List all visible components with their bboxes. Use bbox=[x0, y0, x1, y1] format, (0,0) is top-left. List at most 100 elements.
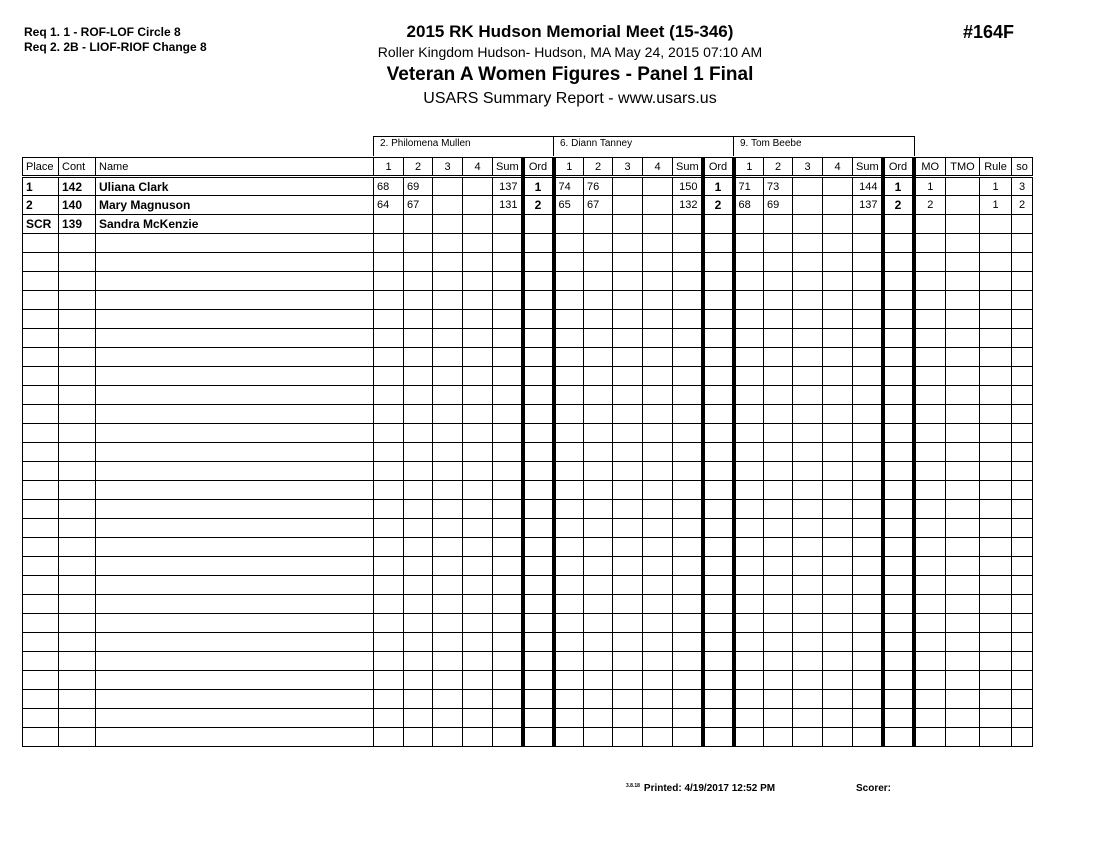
judge2-score-cell bbox=[612, 651, 643, 671]
judge1-score-cell bbox=[403, 385, 433, 405]
judge3-score-cell bbox=[763, 271, 793, 291]
cont-cell bbox=[58, 632, 96, 652]
judge2-score-cell bbox=[612, 271, 643, 291]
meet-location: Roller Kingdom Hudson- Hudson, MA May 24… bbox=[377, 44, 763, 60]
judge1-score-cell bbox=[373, 290, 404, 310]
judge3-score-cell bbox=[852, 670, 885, 690]
judge2-score-cell bbox=[583, 651, 613, 671]
judge2-score-cell bbox=[553, 480, 584, 500]
name-cell: Mary Magnuson bbox=[95, 195, 374, 215]
judge3-score-cell bbox=[822, 461, 853, 481]
judge2-score-cell bbox=[642, 385, 673, 405]
judge2-score-cell bbox=[702, 632, 736, 652]
judge1-score-cell bbox=[403, 689, 433, 709]
judge3-score-cell bbox=[763, 575, 793, 595]
mo-cell bbox=[913, 366, 946, 386]
judge3-score-cell bbox=[852, 632, 885, 652]
table-row: 2 140 Mary Magnuson 64 67 131 2 65 67 132 2 68 69 137… bbox=[22, 195, 1033, 215]
judge3-score-cell bbox=[822, 385, 853, 405]
so-cell: 3 bbox=[1011, 176, 1033, 196]
cont-cell bbox=[58, 271, 96, 291]
judge2-score-cell bbox=[702, 670, 736, 690]
judge1-score-cell bbox=[462, 670, 493, 690]
place-cell bbox=[22, 404, 59, 424]
judge3-score-cell bbox=[882, 651, 916, 671]
judge1-score-cell bbox=[522, 461, 556, 481]
judge2-score-cell bbox=[702, 404, 736, 424]
judge3-score-cell bbox=[733, 366, 764, 386]
table-row bbox=[22, 480, 1033, 500]
judge1-score-cell bbox=[403, 537, 433, 557]
judge2-score-cell bbox=[642, 518, 673, 538]
judge1-score-cell bbox=[462, 290, 493, 310]
judge1-score-cell bbox=[462, 727, 493, 747]
judge3-score-cell bbox=[822, 347, 853, 367]
tmo-cell bbox=[945, 613, 980, 633]
judge2-score-cell bbox=[672, 214, 705, 234]
judge2-score-cell bbox=[702, 537, 736, 557]
judge3-score-cell bbox=[882, 309, 916, 329]
judge1-score-cell bbox=[492, 632, 525, 652]
judge3-score-cell bbox=[763, 632, 793, 652]
tmo-cell bbox=[945, 347, 980, 367]
judge3-score-cell bbox=[822, 727, 853, 747]
place-cell bbox=[22, 442, 59, 462]
name-cell bbox=[95, 271, 374, 291]
judge1-score-cell bbox=[373, 271, 404, 291]
judge1-score-cell bbox=[462, 689, 493, 709]
judge2-score-cell bbox=[702, 461, 736, 481]
judge2-score-cell bbox=[642, 328, 673, 348]
judge1-score-cell bbox=[492, 518, 525, 538]
judge1-score-cell bbox=[403, 366, 433, 386]
judge1-score-cell bbox=[373, 499, 404, 519]
judge1-score-cell bbox=[462, 195, 493, 215]
judge1-score-cell bbox=[373, 670, 404, 690]
judge3-score-cell bbox=[763, 290, 793, 310]
judge1-score-cell bbox=[522, 214, 556, 234]
judge3-score-cell bbox=[763, 708, 793, 728]
col-so: so bbox=[1011, 157, 1033, 178]
judge1-score-cell bbox=[432, 670, 463, 690]
judge1-score-cell bbox=[492, 214, 525, 234]
name-cell bbox=[95, 480, 374, 500]
judge2-score-cell bbox=[583, 594, 613, 614]
judge3-score-cell bbox=[763, 594, 793, 614]
judge2-score-cell bbox=[642, 575, 673, 595]
judge1-score-cell bbox=[462, 632, 493, 652]
judge1-score-cell bbox=[432, 328, 463, 348]
place-cell: SCR bbox=[22, 214, 59, 234]
judge1-score-cell bbox=[373, 594, 404, 614]
judge2-score-cell bbox=[672, 290, 705, 310]
judge2-score-cell bbox=[612, 499, 643, 519]
so-cell bbox=[1011, 651, 1033, 671]
rule-cell bbox=[979, 366, 1012, 386]
judge2-score-cell bbox=[702, 594, 736, 614]
judge3-score-cell bbox=[763, 518, 793, 538]
cont-cell bbox=[58, 594, 96, 614]
judge3-score-cell bbox=[792, 214, 823, 234]
tmo-cell bbox=[945, 689, 980, 709]
judge3-score-cell bbox=[792, 404, 823, 424]
judge1-score-cell bbox=[492, 689, 525, 709]
judge3-score-cell: 137 bbox=[852, 195, 885, 215]
judge1-score-cell bbox=[373, 328, 404, 348]
judge3-score-cell bbox=[882, 518, 916, 538]
rule-cell bbox=[979, 594, 1012, 614]
tmo-cell bbox=[945, 252, 980, 272]
judge2-score-cell bbox=[612, 537, 643, 557]
requirement-2: Req 2. 2B - LIOF-RIOF Change 8 bbox=[24, 40, 207, 54]
judge2-score-cell bbox=[672, 347, 705, 367]
place-cell bbox=[22, 423, 59, 443]
judge1-score-cell bbox=[432, 632, 463, 652]
judge3-score-cell bbox=[792, 252, 823, 272]
judge3-score-cell bbox=[792, 556, 823, 576]
judge3-score-cell: 1 bbox=[882, 176, 916, 196]
judge2-score-cell bbox=[702, 480, 736, 500]
judge3-score-cell bbox=[792, 480, 823, 500]
so-cell bbox=[1011, 613, 1033, 633]
judge3-score-cell bbox=[852, 233, 885, 253]
table-row bbox=[22, 385, 1033, 405]
rule-cell bbox=[979, 309, 1012, 329]
rule-cell bbox=[979, 442, 1012, 462]
judge1-score-cell bbox=[373, 480, 404, 500]
